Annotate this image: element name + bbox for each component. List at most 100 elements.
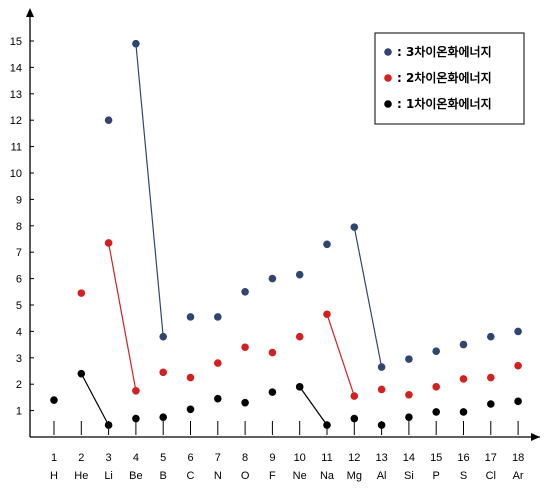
x-tick-number: 9: [269, 452, 275, 464]
data-point: [487, 400, 495, 408]
x-tick-number: 5: [160, 452, 166, 464]
data-point: [268, 274, 277, 283]
x-tick-element: Mg: [347, 470, 362, 482]
x-tick-number: 18: [512, 452, 524, 464]
data-point: [459, 408, 468, 416]
data-point: [432, 347, 441, 356]
y-tick-label: 13: [10, 89, 22, 101]
data-point: [377, 385, 386, 394]
y-tick-label: 11: [11, 142, 22, 154]
legend-label: : 3차이온화에너지: [397, 44, 492, 59]
legend-marker: [384, 48, 392, 56]
data-point: [186, 373, 195, 382]
x-tick-element: N: [214, 470, 222, 482]
data-point: [104, 239, 113, 247]
connector-line: [326, 314, 355, 397]
data-point: [405, 390, 413, 399]
data-point: [432, 408, 441, 416]
x-tick-number: 13: [375, 452, 387, 464]
data-point: [432, 383, 441, 391]
data-point: [104, 116, 113, 124]
x-tick-number: 7: [215, 452, 221, 464]
y-tick-label: 10: [10, 168, 22, 180]
data-point: [241, 343, 249, 352]
data-point: [377, 363, 386, 371]
y-tick-label: 9: [16, 194, 22, 206]
data-point: [459, 340, 468, 349]
legend-marker: [384, 100, 392, 108]
x-tick-element: Na: [320, 470, 335, 482]
data-point: [241, 398, 249, 407]
x-axis-arrow: [531, 433, 540, 441]
y-tick-label: 1: [16, 406, 22, 418]
x-tick-element: H: [50, 470, 58, 482]
connector-line: [108, 242, 137, 391]
x-tick-number: 3: [106, 452, 112, 464]
y-tick-label: 5: [16, 300, 22, 312]
data-point: [295, 270, 304, 279]
data-point: [350, 392, 359, 400]
data-point: [214, 359, 222, 367]
x-tick-element: Si: [404, 470, 414, 482]
x-axis-ticks: 1 H 2 He 3 Li 4 Be 5 B 6 C 7 N 8 O 9 F 10 Ne 11 Na 12 Mg 13 Al 14 S…: [50, 421, 524, 482]
data-point: [214, 394, 222, 403]
data-points: [50, 39, 522, 429]
x-tick-number: 15: [430, 452, 442, 464]
data-point: [186, 313, 195, 321]
data-point: [159, 368, 167, 377]
y-tick-label: 8: [16, 221, 22, 233]
x-tick-element: Cl: [486, 470, 496, 482]
y-tick-label: 15: [10, 36, 22, 48]
data-point: [104, 421, 113, 429]
series-connector-lines: [80, 43, 383, 426]
x-tick-number: 11: [321, 452, 332, 464]
x-tick-number: 8: [242, 452, 248, 464]
data-point: [323, 240, 331, 249]
legend-label: : 2차이온화에너지: [397, 70, 492, 85]
x-tick-element: S: [460, 470, 467, 482]
y-tick-label: 12: [10, 115, 22, 127]
x-tick-element: Ar: [513, 470, 524, 482]
y-tick-label: 7: [16, 247, 22, 259]
data-point: [132, 387, 140, 395]
y-tick-label: 4: [16, 326, 22, 338]
data-point: [159, 413, 167, 422]
data-point: [77, 289, 86, 297]
data-point: [405, 355, 413, 363]
x-tick-number: 2: [78, 452, 84, 464]
data-point: [295, 383, 304, 391]
legend: : 3차이온화에너지: 2차이온화에너지: 1차이온화에너지: [374, 32, 525, 125]
x-tick-element: Be: [129, 470, 142, 482]
data-point: [268, 348, 277, 357]
y-tick-label: 3: [16, 353, 22, 365]
x-tick-number: 1: [51, 452, 57, 464]
connector-line: [135, 43, 164, 337]
legend-marker: [384, 74, 392, 82]
data-point: [295, 332, 304, 341]
data-point: [459, 375, 468, 383]
data-point: [350, 223, 359, 231]
x-tick-number: 4: [133, 452, 139, 464]
data-point: [323, 310, 331, 319]
legend-box: [374, 32, 525, 125]
data-point: [132, 414, 140, 423]
data-point: [405, 413, 413, 422]
x-tick-element: C: [187, 470, 195, 482]
x-tick-element: He: [74, 470, 88, 482]
connector-line: [80, 373, 110, 426]
x-tick-element: Li: [104, 470, 113, 482]
connector-line: [353, 227, 383, 368]
data-point: [487, 373, 495, 382]
data-point: [186, 405, 195, 414]
x-tick-element: B: [160, 470, 167, 482]
x-tick-element: P: [433, 470, 440, 482]
data-point: [377, 421, 386, 429]
data-point: [514, 397, 522, 406]
x-tick-number: 14: [403, 452, 415, 464]
data-point: [159, 332, 167, 341]
data-point: [487, 332, 495, 341]
data-point: [214, 313, 222, 321]
data-point: [50, 396, 58, 404]
x-tick-element: O: [241, 470, 250, 482]
